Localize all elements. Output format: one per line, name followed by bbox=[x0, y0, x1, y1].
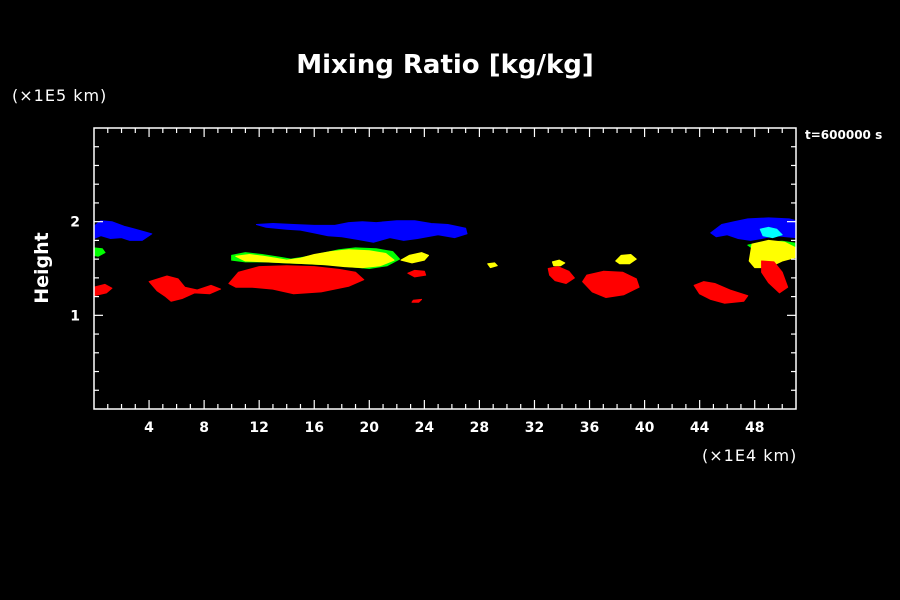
region-mid-12 bbox=[748, 239, 796, 269]
region-lowest-19 bbox=[582, 270, 640, 298]
region-lowest-15 bbox=[228, 265, 365, 295]
x-tick-label-28: 28 bbox=[470, 420, 489, 436]
region-mid-11 bbox=[615, 254, 637, 265]
y-tick-label-1: 1 bbox=[70, 308, 80, 324]
region-low-4 bbox=[94, 247, 106, 257]
x-tick-label-8: 8 bbox=[199, 420, 209, 436]
region-highest-2 bbox=[710, 217, 796, 241]
x-tick-label-48: 48 bbox=[745, 420, 764, 436]
region-mid-7 bbox=[235, 249, 395, 269]
y-axis-label: Height bbox=[31, 232, 53, 304]
x-tick-label-32: 32 bbox=[525, 420, 544, 436]
region-mid-8 bbox=[400, 252, 429, 264]
x-tick-label-16: 16 bbox=[304, 420, 323, 436]
region-mid-10 bbox=[551, 259, 566, 267]
region-lowest-18 bbox=[547, 266, 575, 284]
x-tick-label-12: 12 bbox=[249, 420, 268, 436]
region-lowest-16 bbox=[407, 269, 427, 278]
region-mid-9 bbox=[487, 262, 498, 269]
x-tick-label-4: 4 bbox=[144, 420, 154, 436]
time-label: t=600000 s bbox=[805, 128, 882, 142]
region-lowest-21 bbox=[761, 260, 789, 294]
x-tick-label-44: 44 bbox=[690, 420, 710, 436]
plot-frame bbox=[93, 127, 797, 410]
region-highest-0 bbox=[94, 220, 153, 241]
region-high-3 bbox=[759, 226, 783, 239]
x-axis-unit: (×1E4 km) bbox=[702, 446, 797, 465]
x-tick-label-20: 20 bbox=[360, 420, 380, 436]
x-tick-label-24: 24 bbox=[415, 420, 435, 436]
y-axis-unit: (×1E5 km) bbox=[12, 86, 107, 105]
region-highest-1 bbox=[255, 220, 468, 243]
chart-title: Mixing Ratio [kg/kg] bbox=[296, 50, 594, 80]
y-tick-label-2: 2 bbox=[70, 215, 80, 231]
x-tick-label-36: 36 bbox=[580, 420, 599, 436]
region-lowest-20 bbox=[693, 281, 749, 304]
region-lowest-14 bbox=[148, 275, 222, 302]
region-lowest-17 bbox=[411, 298, 423, 303]
x-tick-label-40: 40 bbox=[635, 420, 655, 436]
mixing-ratio-field bbox=[94, 217, 796, 304]
region-lowest-13 bbox=[94, 283, 113, 297]
plot-border bbox=[93, 127, 797, 410]
